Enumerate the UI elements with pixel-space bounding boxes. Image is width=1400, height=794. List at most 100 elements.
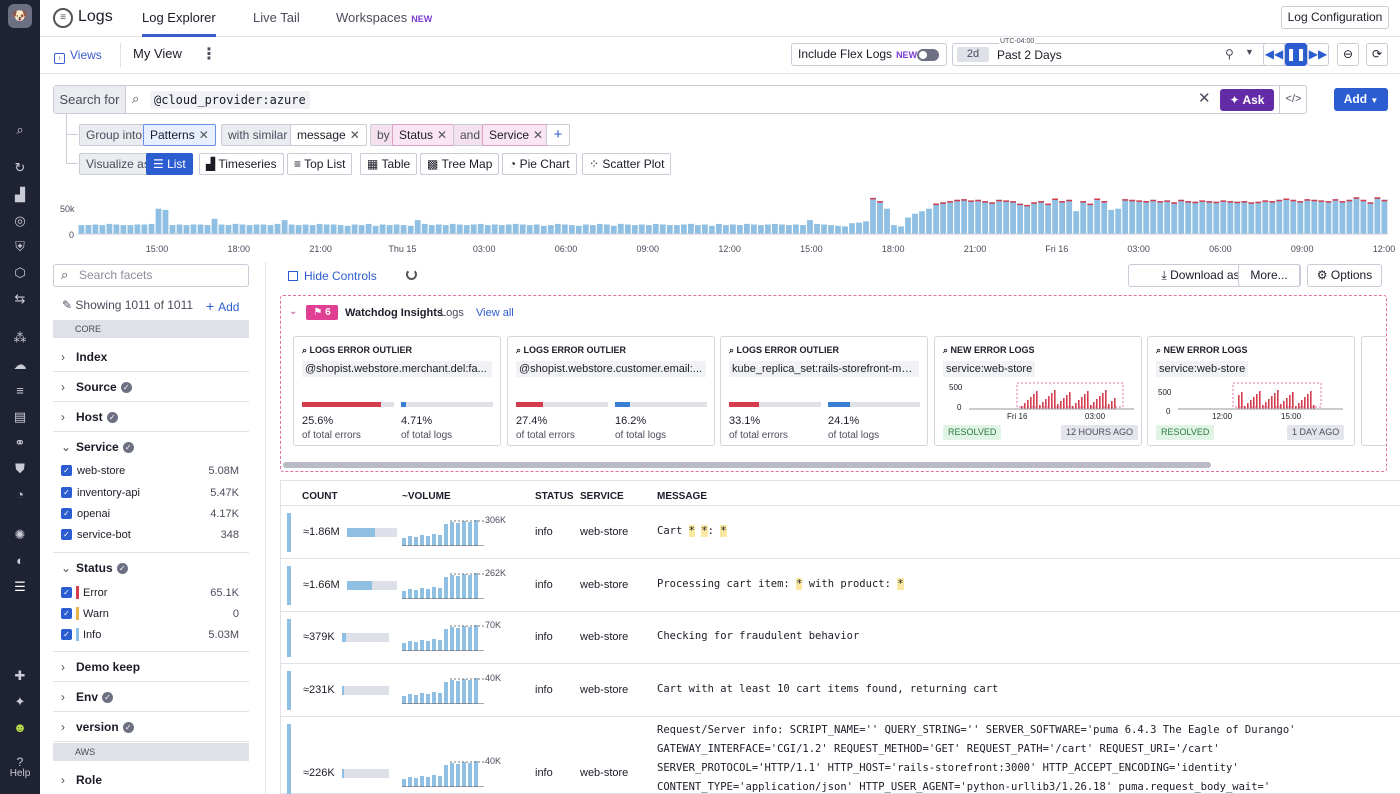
more-options-icon[interactable]: ⋮ [201,46,217,63]
tab-log-explorer[interactable]: Log Explorer [142,10,216,37]
service-chip[interactable]: Service ✕ [482,124,551,146]
help-nav[interactable]: ? Help [9,755,31,779]
chevron-down-icon[interactable]: ▼ [1245,47,1254,57]
shield-nav-icon[interactable]: ⛊ [15,461,25,476]
recent-nav-icon[interactable]: ↻ [14,160,26,175]
close-icon[interactable]: ✕ [533,128,544,142]
facet-item-service-bot[interactable]: ✓ service-bot 348 [61,525,249,545]
my-view-selector[interactable]: My View [133,46,182,61]
facet-group-index[interactable]: › Index [53,342,249,372]
column-header-status[interactable]: STATUS [535,491,574,502]
tab-workspaces[interactable]: Workspaces NEW [336,10,432,25]
wildcard-token[interactable]: * [897,578,904,590]
sparkle-nav-icon[interactable]: ✦ [14,694,26,709]
aws-section-header[interactable]: AWS [53,743,249,761]
wildcard-token[interactable]: * [701,525,708,537]
facet-search-input[interactable]: Search facets [53,264,249,287]
column-header-service[interactable]: SERVICE [580,491,624,502]
pipelines-nav-icon[interactable]: ≡ [16,383,24,398]
status-chip[interactable]: Status ✕ [392,124,455,146]
close-icon[interactable]: ✕ [437,128,448,142]
checkbox[interactable]: ✓ [61,465,72,476]
wildcard-token[interactable]: * [688,525,695,537]
checkbox[interactable]: ✓ [61,529,72,540]
table-row[interactable]: ≈379K 70K info web-store Checking for fr… [281,611,1400,663]
viz-timeseries-option[interactable]: ▟ Timeseries [199,153,284,175]
row-message[interactable]: Cart with at least 10 cart items found, … [657,683,999,695]
facet-item-warn[interactable]: ✓ Warn 0 [61,604,249,624]
zoom-out-button[interactable]: ⊖ [1337,43,1359,66]
checkbox[interactable]: ✓ [61,587,72,598]
datadog-logo-icon[interactable]: 🐶 [8,4,32,28]
facet-group-demo-keep[interactable]: › Demo keep [53,652,249,682]
insight-card[interactable]: ⌕ LOGS ERROR OUTLIER @shopist.webstore.c… [507,336,715,446]
bits-nav-icon[interactable]: ✺ [14,527,26,542]
facet-item-web-store[interactable]: ✓ web-store 5.08M [61,461,249,481]
monitors-nav-icon[interactable]: ◎ [14,213,26,228]
user-avatar-icon[interactable]: ☻ [13,720,27,735]
column-header-message[interactable]: MESSAGE [657,491,708,502]
rewind-button[interactable]: ◀◀ [1263,43,1285,66]
table-row[interactable]: ≈1.86M 306K info web-store Cart * *: * [281,505,1400,558]
patterns-chip[interactable]: Patterns ✕ [143,124,216,146]
message-chip[interactable]: message ✕ [290,124,367,146]
refresh-button[interactable]: ⟳ [1366,43,1388,66]
watchdog-nav-icon[interactable]: ◐ [16,553,24,568]
row-message[interactable]: Processing cart item: * with product: * [657,575,904,594]
facet-group-role[interactable]: › Role [53,765,249,794]
add-button[interactable]: Add ▼ [1334,88,1388,111]
views-button[interactable]: › Views [54,48,102,64]
close-icon[interactable]: ✕ [198,128,209,142]
facet-group-host[interactable]: › Host ✓ [53,402,249,432]
viz-toplist-option[interactable]: ≡ Top List [287,153,353,175]
facet-group-version[interactable]: › version ✓ [53,712,249,742]
chevron-down-icon[interactable]: ⌄ [289,306,298,317]
insight-card[interactable]: ⌕ LOGS ERROR OUTLIER kube_replica_set:ra… [720,336,928,446]
viz-list-option[interactable]: ☰ List [146,153,193,175]
forward-button[interactable]: ▶▶ [1307,43,1329,66]
notebooks-nav-icon[interactable]: ▤ [13,409,27,424]
facet-group-status[interactable]: ⌄ Status ✓ [53,553,249,583]
facet-group-service[interactable]: ⌄ Service ✓ [53,432,249,462]
include-flex-logs-toggle[interactable]: Include Flex Logs NEW [791,43,947,66]
wildcard-token[interactable]: * [720,525,727,537]
search-query[interactable]: @cloud_provider:azure [150,91,310,109]
options-button[interactable]: ⚙ Options [1307,264,1382,287]
code-view-icon[interactable]: </> [1279,86,1307,113]
row-message[interactable]: Cart * *: * [657,522,727,541]
more-button[interactable]: More... [1238,264,1300,287]
column-header-volume[interactable]: ~VOLUME [402,491,451,502]
facet-group-source[interactable]: › Source ✓ [53,372,249,402]
synthetics-nav-icon[interactable]: ◔ [16,487,24,502]
infrastructure-nav-icon[interactable]: ⬡ [14,265,26,280]
facet-item-error[interactable]: ✓ Error 65.1K [61,583,249,603]
add-group-icon[interactable]: + [546,124,570,146]
row-message[interactable]: Request/Server info: SCRIPT_NAME='' QUER… [657,724,1296,793]
log-volume-histogram[interactable] [78,196,1388,238]
apm-nav-icon[interactable]: ⇆ [14,291,26,306]
column-header-count[interactable]: COUNT [302,491,338,502]
hide-controls-button[interactable]: Hide Controls [288,269,377,283]
checkbox[interactable]: ✓ [61,508,72,519]
add-facet-button[interactable]: + Add [206,298,239,314]
ask-button[interactable]: ✦ Ask [1220,89,1274,111]
insight-card[interactable]: ⌕ NEW ERROR LOGS service:web-store 500 0… [934,336,1142,446]
checkbox[interactable]: ✓ [61,487,72,498]
viz-table-option[interactable]: ▦ Table [360,153,418,175]
log-configuration-button[interactable]: Log Configuration [1281,6,1389,29]
facet-item-inventory-api[interactable]: ✓ inventory-api 5.47K [61,483,249,503]
search-nav-icon[interactable]: ⌕ [16,122,24,137]
horizontal-scrollbar[interactable] [283,462,1211,468]
dashboards-nav-icon[interactable]: ▟ [15,187,25,202]
toggle-switch[interactable] [917,49,939,61]
checkbox[interactable]: ✓ [61,608,72,619]
logs-nav-icon[interactable]: ☰ [14,579,26,594]
wildcard-token[interactable]: * [796,578,803,590]
tab-live-tail[interactable]: Live Tail [253,10,300,25]
clear-search-icon[interactable]: ✕ [1198,90,1211,107]
security-nav-icon[interactable]: ⛨ [15,239,25,254]
viz-piechart-option[interactable]: ◔ Pie Chart [502,153,577,175]
viz-treemap-option[interactable]: ▩ Tree Map [420,153,500,175]
table-row[interactable]: ≈231K 40K info web-store Cart with at le… [281,663,1400,716]
insight-card-partial[interactable] [1361,336,1386,446]
